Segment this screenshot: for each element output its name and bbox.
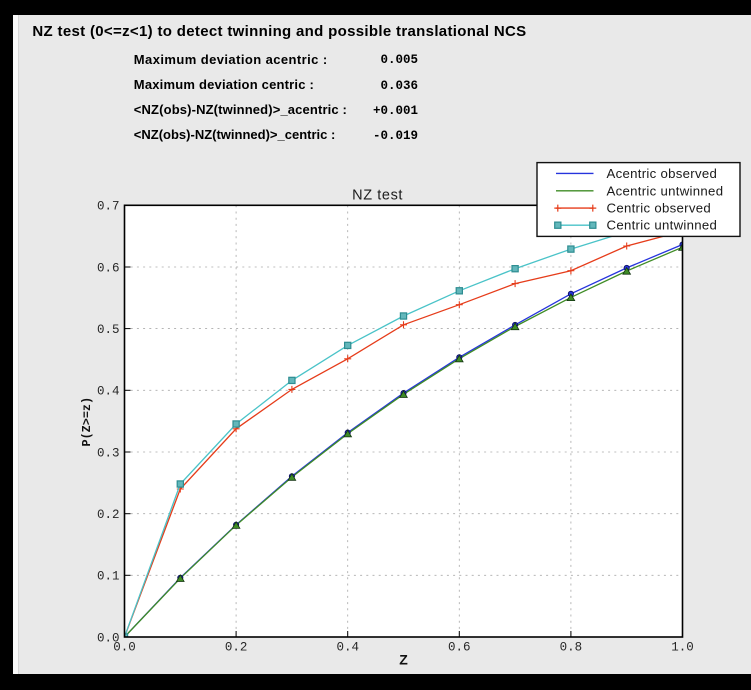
svg-text:0.5: 0.5 <box>97 323 120 337</box>
svg-text:Centric untwinned: Centric untwinned <box>607 218 718 233</box>
svg-text:0.0: 0.0 <box>113 641 136 655</box>
svg-text:Acentric observed: Acentric observed <box>607 166 718 181</box>
svg-text:0.6: 0.6 <box>448 641 471 655</box>
svg-text:0.6: 0.6 <box>97 261 120 275</box>
svg-text:Z: Z <box>399 652 408 668</box>
svg-text:0.4: 0.4 <box>336 641 359 655</box>
svg-text:NZ test: NZ test <box>352 187 403 203</box>
svg-text:0.8: 0.8 <box>560 641 583 655</box>
svg-text:0.3: 0.3 <box>97 446 120 460</box>
svg-text:Centric observed: Centric observed <box>607 201 712 216</box>
svg-text:0.1: 0.1 <box>97 570 120 584</box>
svg-text:0.4: 0.4 <box>97 385 120 399</box>
svg-text:0.0: 0.0 <box>97 631 120 645</box>
svg-text:0.7: 0.7 <box>97 200 120 214</box>
svg-text:Acentric untwinned: Acentric untwinned <box>607 183 724 198</box>
svg-text:0.2: 0.2 <box>225 641 248 655</box>
svg-text:1.0: 1.0 <box>671 641 694 655</box>
svg-text:0.2: 0.2 <box>97 508 120 522</box>
svg-text:P(Z>=z): P(Z>=z) <box>80 397 94 447</box>
